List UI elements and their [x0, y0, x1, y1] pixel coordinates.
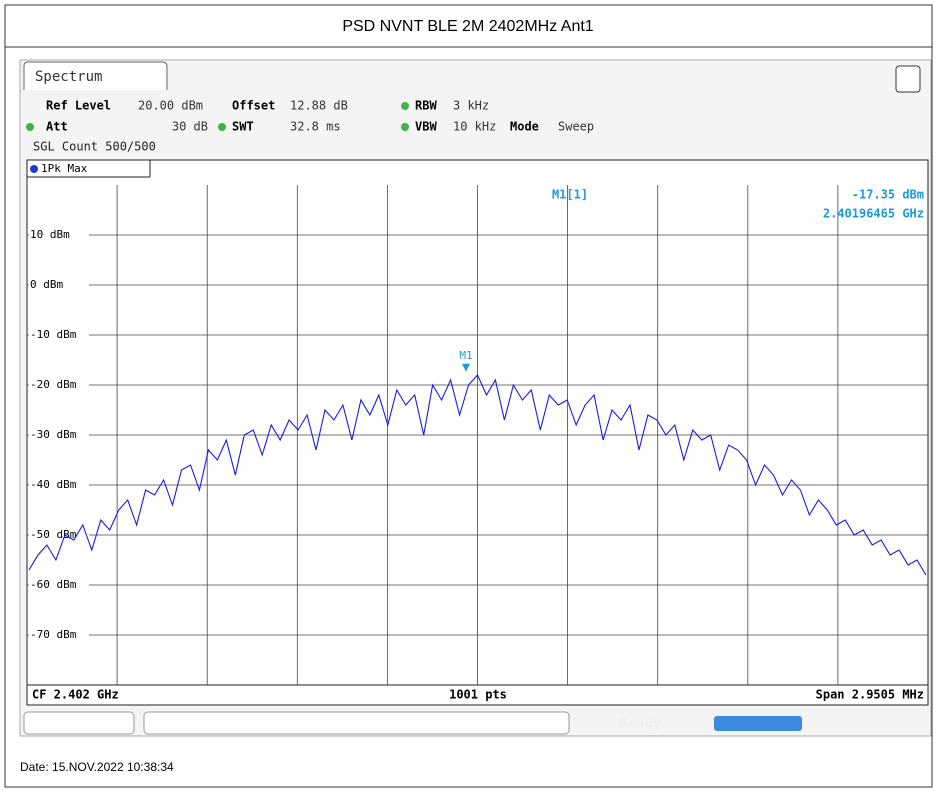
coupling-dot: [401, 123, 409, 131]
tick-label-bg: [29, 578, 89, 592]
setting-name: Ref Level: [46, 99, 111, 113]
tick-label-bg: [29, 378, 89, 392]
trace-dot: [30, 165, 38, 173]
y-tick-label: -30 dBm: [30, 428, 77, 441]
tick-label-bg: [29, 478, 89, 492]
y-tick-label: -40 dBm: [30, 478, 77, 491]
footer-right: Span 2.9505 MHz: [816, 688, 924, 702]
count: SGL Count 500/500: [33, 140, 156, 154]
menu-button[interactable]: [895, 65, 921, 93]
footer-bar: [26, 684, 929, 706]
coupling-dot: [218, 123, 226, 131]
marker-readout: M1[1]: [552, 188, 588, 202]
y-tick-label: -50 dBm: [30, 528, 77, 541]
y-tick-label: -10 dBm: [30, 328, 77, 341]
marker-name: M1: [459, 349, 472, 362]
status-field: [23, 711, 135, 735]
coupling-dot: [26, 123, 34, 131]
status-field: [143, 711, 570, 735]
tick-label-bg: [29, 278, 89, 292]
plot: 10 dBm 0 dBm -10 dBm -20 dBm -30 dBm -40 dBm -…: [27, 185, 928, 685]
tick-label-bg: [29, 628, 89, 642]
tab-label: Spectrum: [35, 69, 102, 85]
setting-name: Mode: [510, 120, 539, 134]
setting-name: RBW: [415, 99, 437, 113]
tab[interactable]: [23, 61, 168, 90]
coupling-dot: [401, 102, 409, 110]
tick-label-bg: [29, 528, 89, 542]
title: PSD NVNT BLE 2M 2402MHz Ant1: [342, 18, 593, 35]
setting-value: Sweep: [558, 120, 594, 134]
marker-value: -17.35 dBm: [852, 188, 924, 202]
progress: [714, 716, 802, 731]
y-tick-label: 0 dBm: [30, 278, 63, 291]
footer-center: 1001 pts: [449, 688, 507, 702]
frame: [4, 4, 933, 788]
setting-name: Att: [46, 120, 68, 134]
marker: [462, 363, 470, 372]
trace: [28, 374, 927, 576]
tick-label-bg: [29, 428, 89, 442]
tick-label-bg: [29, 328, 89, 342]
tick-label-bg: [29, 228, 89, 242]
setting-value: 20.00 dBm: [138, 99, 203, 113]
setting-value: 10 kHz: [453, 120, 496, 134]
setting-value: 3 kHz: [453, 99, 489, 113]
trace-label: 1Pk Max: [41, 162, 88, 175]
setting-value: 12.88 dB: [290, 99, 348, 113]
y-tick-label: -60 dBm: [30, 578, 77, 591]
settings: Ref Level 20.00 dBm Offset 12.88 dB RBW 3 kHz…: [26, 99, 594, 134]
y-tick-label: -20 dBm: [30, 378, 77, 391]
y-tick-label: 10 dBm: [30, 228, 70, 241]
setting-value: 30 dB: [172, 120, 208, 134]
setting-name: SWT: [232, 120, 254, 134]
footer-left: CF 2.402 GHz: [32, 688, 119, 702]
y-tick-label: -70 dBm: [30, 628, 77, 641]
setting-value: 32.8 ms: [290, 120, 341, 134]
date: Date: 15.NOV.2022 10:38:34: [20, 760, 174, 774]
setting-name: Offset: [232, 99, 275, 113]
setting-name: VBW: [415, 120, 437, 134]
status: Ready: [619, 717, 661, 731]
marker-frequency: 2.40196465 GHz: [823, 207, 924, 221]
